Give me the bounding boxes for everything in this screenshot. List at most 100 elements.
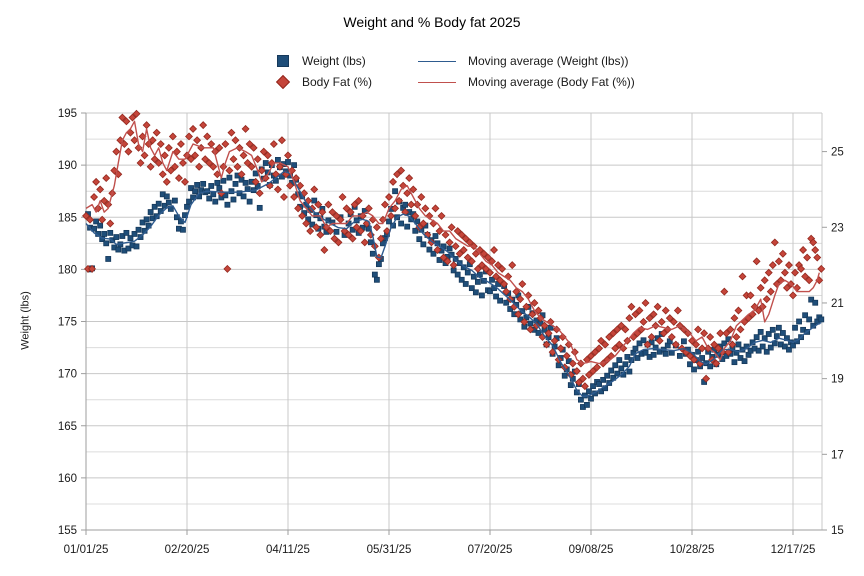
weight-point — [634, 355, 641, 361]
bodyfat-point — [484, 253, 492, 262]
weight-point — [636, 340, 643, 347]
bodyfat-point — [724, 348, 733, 357]
bodyfat-point — [318, 208, 327, 217]
weight-point — [228, 188, 235, 195]
weight-point — [786, 346, 792, 353]
bodyfat-point — [441, 230, 450, 239]
bodyfat-point — [714, 344, 723, 353]
bodyfat-point — [589, 367, 597, 376]
weight-point — [256, 204, 263, 211]
weight-point — [210, 191, 217, 198]
bodyfat-point — [686, 351, 694, 360]
bodyfat-point — [720, 287, 729, 296]
bodyfat-point — [694, 325, 703, 334]
bodyfat-point — [627, 302, 636, 311]
bodyfat-point — [805, 276, 814, 285]
weight-point — [818, 316, 825, 323]
bodyfat-point — [671, 340, 680, 349]
weight-point — [232, 180, 239, 187]
bodyfat-point — [799, 246, 808, 254]
y-left-tick-label: 180 — [58, 264, 77, 276]
bodyfat-point — [176, 140, 185, 148]
weight-point — [426, 246, 433, 253]
weight-point — [184, 203, 190, 210]
weight-point — [695, 348, 701, 355]
bodyfat-point — [752, 257, 761, 266]
bodyfat-point — [473, 264, 482, 273]
bodyfat-point — [635, 306, 644, 315]
weight-point — [188, 185, 194, 191]
bodyfat-point — [595, 344, 604, 353]
bodyfat-point — [178, 158, 187, 167]
bodyfat-point — [409, 185, 418, 194]
bodyfat-point — [730, 314, 739, 323]
legend-label-bodyfat-ma: Moving average (Body Fat (%)) — [468, 75, 635, 89]
bodyfat-point — [229, 155, 238, 164]
bodyfat-point — [728, 340, 737, 349]
y-left-tick-label: 170 — [58, 369, 77, 381]
weight-point — [186, 198, 192, 205]
weight-point — [200, 180, 207, 187]
bodyfat-point — [181, 177, 189, 186]
weight-point — [780, 330, 786, 336]
weight-point — [458, 276, 465, 283]
x-tick-label: 04/11/25 — [266, 544, 310, 556]
bodyfat-point — [102, 174, 111, 183]
weight-point — [412, 227, 419, 234]
bodyfat-point — [486, 268, 494, 277]
bodyfat-point — [520, 317, 529, 326]
bodyfat-point — [88, 264, 97, 273]
bodyfat-point — [294, 204, 303, 213]
weight-point — [262, 160, 269, 166]
weight-point — [454, 271, 461, 278]
bodyfat-point — [746, 291, 755, 300]
bodyfat-point — [516, 295, 525, 304]
weight-point — [775, 324, 782, 331]
weight-point — [765, 331, 772, 337]
weight-point — [192, 188, 198, 195]
bodyfat-point — [290, 193, 299, 201]
bodyfat-point — [170, 162, 179, 171]
bodyfat-point — [376, 234, 385, 243]
weight-point — [503, 299, 510, 306]
weight-series-marker-icon — [277, 55, 289, 67]
bodyfat-point — [522, 302, 531, 311]
bodyfat-point — [601, 340, 610, 349]
bodyfat-point — [158, 170, 167, 179]
weight-point — [220, 177, 227, 184]
bodyfat-point — [653, 302, 662, 311]
bodyfat-point — [459, 246, 468, 254]
bodyfat-point — [247, 162, 256, 171]
weight-point — [479, 292, 485, 299]
bodyfat-point — [160, 151, 169, 160]
weight-point — [618, 365, 625, 372]
bodyfat-point — [631, 310, 640, 319]
bodyfat-point — [659, 329, 668, 338]
bodyfat-point — [433, 246, 442, 254]
weight-point — [432, 233, 439, 239]
bodyfat-point — [760, 276, 769, 285]
weight-point — [782, 343, 788, 350]
bodyfat-point — [284, 151, 292, 160]
weight-point — [101, 231, 108, 237]
bodyfat-point — [82, 211, 90, 220]
bodyfat-point — [647, 333, 656, 341]
bodyfat-point — [809, 238, 818, 247]
weight-point — [93, 218, 99, 225]
bodyfat-point — [766, 287, 775, 296]
weight-point — [416, 236, 423, 243]
bodyfat-point — [603, 355, 612, 364]
weight-point — [737, 355, 744, 361]
bodyfat-point — [140, 151, 149, 160]
weight-point — [474, 278, 481, 285]
bodyfat-point — [136, 158, 145, 167]
bodyfat-point — [609, 329, 618, 338]
weight-point — [135, 226, 142, 233]
weight-point — [650, 351, 657, 358]
bodyfat-point — [679, 325, 688, 334]
weight-point — [402, 201, 409, 208]
bodyfat-point — [574, 378, 583, 387]
bodyfat-point — [498, 264, 507, 273]
weight-point — [420, 241, 427, 248]
